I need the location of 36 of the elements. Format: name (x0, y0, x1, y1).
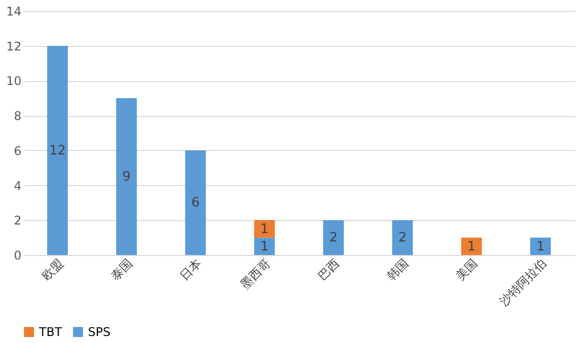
data-label: 1 (467, 239, 476, 254)
data-label: 2 (329, 230, 338, 246)
y-tick-label: 2 (14, 214, 22, 228)
y-tick-label: 8 (14, 109, 22, 124)
bar (530, 238, 551, 255)
data-label: 6 (191, 196, 200, 211)
bar (254, 220, 275, 238)
x-tick-label: 墨西哥 (238, 256, 273, 292)
bar (47, 46, 68, 255)
data-label: 9 (122, 170, 131, 185)
legend-label: TBT (38, 325, 63, 339)
x-tick-label: 沙特阿拉伯 (496, 256, 549, 308)
x-tick-label: 日本 (177, 256, 204, 283)
y-tick-label: 14 (6, 4, 22, 18)
bar (461, 238, 482, 255)
data-label: 12 (49, 143, 66, 158)
data-label: 1 (260, 222, 269, 237)
bar (185, 150, 206, 255)
y-tick-label: 6 (14, 144, 22, 158)
x-tick-label: 美国 (453, 256, 480, 283)
data-label: 1 (260, 239, 269, 254)
bar (254, 238, 275, 255)
bar (323, 220, 344, 255)
y-tick-label: 4 (14, 178, 22, 193)
x-tick-label: 巴西 (315, 256, 342, 283)
x-tick-label: 欧盟 (39, 256, 66, 283)
bar (116, 98, 137, 255)
data-label: 2 (398, 230, 407, 246)
bar (392, 220, 413, 255)
y-tick-label: 12 (6, 39, 22, 54)
y-tick-label: 10 (6, 74, 22, 88)
y-tick-label: 0 (14, 248, 22, 262)
legend-label: SPS (88, 325, 110, 339)
data-label: 1 (536, 239, 545, 254)
x-tick-label: 泰国 (108, 256, 135, 283)
x-tick-label: 韩国 (384, 256, 411, 283)
